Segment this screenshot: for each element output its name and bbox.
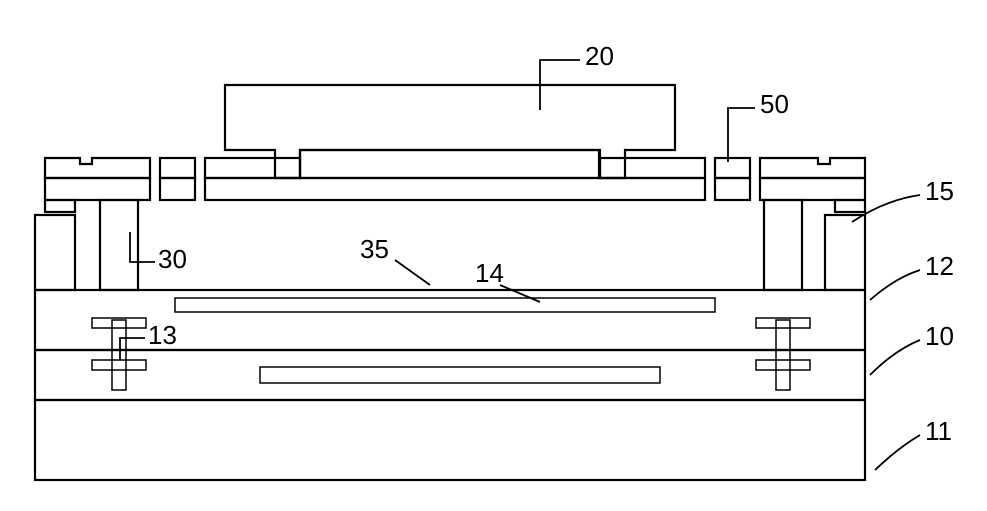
label-35: 35: [360, 234, 389, 264]
inner-plate-10: [260, 367, 660, 383]
layer-10: [35, 350, 865, 400]
label-14: 14: [475, 258, 504, 288]
label-12: 12: [925, 251, 954, 281]
post-30-right: [764, 200, 802, 290]
label-30: 30: [158, 244, 187, 274]
layer-50: [45, 150, 865, 178]
label-15: 15: [925, 176, 954, 206]
callouts: 20 50 15 30 35 14 12 13 10 11: [120, 41, 954, 470]
figure-svg: 20 50 15 30 35 14 12 13 10 11: [0, 0, 987, 511]
label-11: 11: [925, 416, 952, 446]
label-13: 13: [148, 320, 177, 350]
label-20: 20: [585, 41, 614, 71]
connector-13-right: [756, 318, 810, 390]
block-20: [225, 85, 675, 178]
label-50: 50: [760, 89, 789, 119]
wall-15-left: [35, 215, 75, 290]
xhatch-lip-r1: [835, 200, 865, 212]
connector-13-left: [92, 318, 146, 390]
xhatch-lip-l1: [45, 200, 75, 212]
wall-15-right: [825, 215, 865, 290]
plate-14: [175, 298, 715, 312]
label-10: 10: [925, 321, 954, 351]
layer-11: [35, 400, 865, 480]
layer-xhatch: [45, 178, 865, 200]
post-30-left: [100, 200, 138, 290]
